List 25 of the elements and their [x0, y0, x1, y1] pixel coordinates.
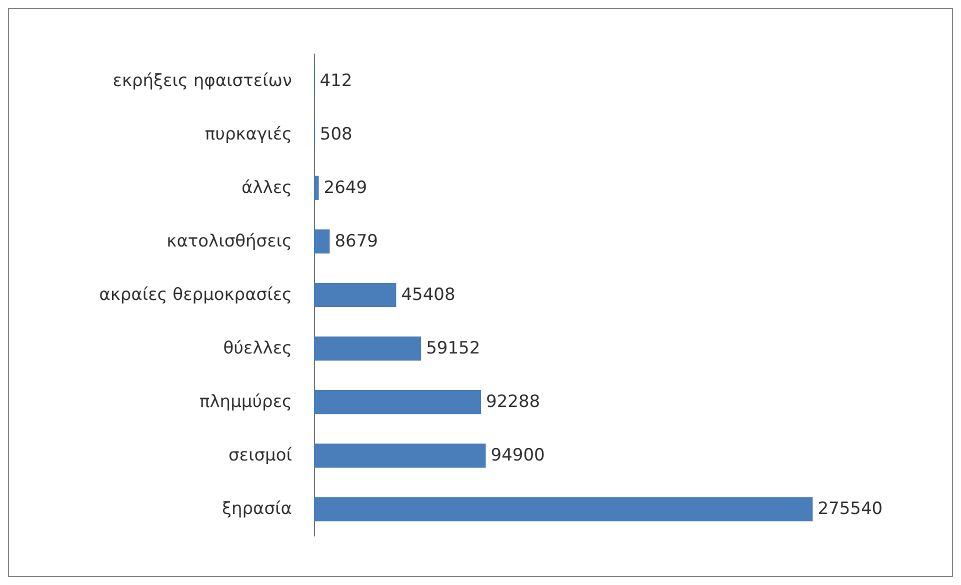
data-label: 412 [320, 70, 352, 91]
data-label: 59152 [426, 338, 480, 359]
data-label: 8679 [334, 231, 378, 252]
bar [314, 282, 396, 308]
y-tick-label: ξηρασία [222, 499, 292, 520]
bar [314, 176, 319, 200]
y-tick-label: πυρκαγιές [204, 124, 292, 144]
y-tick-label: κατολισθήσεις [166, 231, 292, 252]
bar [314, 497, 813, 522]
bar [314, 336, 422, 361]
y-tick-label: πλημμύρες [200, 392, 292, 412]
y-tick-label: άλλες [242, 178, 292, 198]
data-label: 94900 [490, 446, 545, 466]
data-label: 508 [320, 124, 352, 144]
data-label: 2649 [324, 178, 368, 198]
bar [314, 444, 486, 468]
data-label: 275540 [818, 499, 883, 520]
y-tick-label: ακραίες θερμοκρασίες [99, 285, 292, 305]
data-label: 92288 [486, 392, 540, 412]
bar [314, 229, 330, 254]
bar [314, 390, 482, 414]
y-tick-label: θύελλες [223, 338, 292, 359]
y-tick-label: εκρήξεις ηφαιστείων [112, 70, 292, 91]
y-tick-label: σεισμοί [228, 446, 292, 466]
data-label: 45408 [401, 285, 456, 305]
